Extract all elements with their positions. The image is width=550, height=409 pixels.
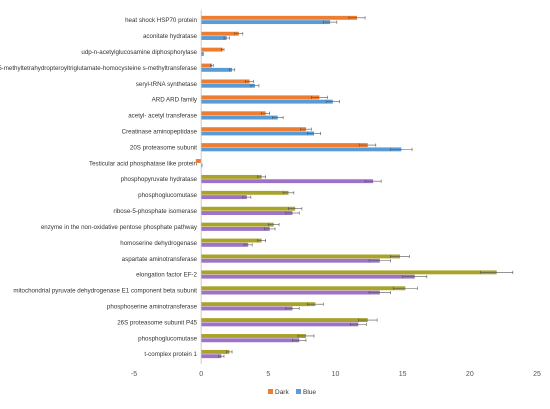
x-tick-label: 5 <box>266 371 270 378</box>
bar-dark <box>201 143 368 148</box>
category-label: 5-methyltetrahydropteroyltriglutamate-ho… <box>0 65 198 72</box>
bar-dark <box>201 222 274 227</box>
x-tick-label: 10 <box>332 371 340 378</box>
bar-blue <box>201 115 278 120</box>
bar-blue <box>201 274 415 279</box>
bar-blue <box>201 306 293 311</box>
x-tick-label: 20 <box>466 371 474 378</box>
bar-blue <box>201 67 233 72</box>
legend-swatch <box>268 389 273 394</box>
bar-dark <box>201 238 262 243</box>
bar-dark <box>201 174 262 179</box>
bar-marks <box>195 15 497 359</box>
error-bars <box>210 16 514 358</box>
bar-dark <box>201 127 306 132</box>
category-label: phosphoglucomutase <box>138 335 197 342</box>
bar-blue <box>201 338 300 343</box>
bar-dark <box>201 302 316 307</box>
category-label: aspartate aminotransferase <box>122 256 198 263</box>
bar-dark <box>201 206 296 211</box>
bar-dark <box>201 334 306 338</box>
bar-blue <box>201 322 359 327</box>
bar-dark <box>201 31 239 36</box>
bar-dark <box>201 15 357 20</box>
bar-blue <box>201 226 270 231</box>
category-label: homoserine dehydrogenase <box>120 240 197 247</box>
category-label: aconitate hydratase <box>143 33 198 40</box>
category-label: mitochondrial pyruvate dehydrogenase E1 … <box>13 288 197 295</box>
x-tick-label: 0 <box>199 371 203 378</box>
bar-blue <box>201 179 374 184</box>
bar-dark <box>201 254 400 259</box>
category-label: udp-n-acetylglucosamine diphosphorylase <box>81 49 197 56</box>
legend-label: Blue <box>303 389 316 396</box>
bar-dark <box>201 79 250 84</box>
bar-blue <box>201 290 380 295</box>
bar-blue <box>201 131 315 136</box>
category-label: Creatinase aminopeptidase <box>122 129 198 136</box>
category-label: phosphopyruvate hydratase <box>121 176 198 183</box>
legend-label: Dark <box>275 389 289 396</box>
bar-blue <box>201 99 333 104</box>
legend-swatch <box>296 389 301 394</box>
category-label: elongation factor EF-2 <box>136 272 197 279</box>
category-label: Testicular acid phosphatase like protein <box>89 160 198 167</box>
category-label: 20S proteasome subunit <box>130 144 197 151</box>
bar-blue <box>201 147 402 152</box>
category-label: ribose-5-phosphate isomerase <box>113 208 197 215</box>
x-tick-label: -5 <box>131 371 137 378</box>
category-label: 26S proteasome subunit P45 <box>117 319 197 326</box>
bar-blue <box>201 242 249 247</box>
bar-dark <box>201 318 368 323</box>
bar-dark <box>201 190 289 195</box>
category-label: ARD ARD family <box>152 97 198 104</box>
bar-blue <box>201 258 380 263</box>
legend: Dark Blue <box>268 389 316 396</box>
bar-blue <box>201 36 227 40</box>
x-tick-label: 15 <box>399 371 407 378</box>
category-labels: heat shock HSP70 protein aconitate hydrat… <box>0 17 198 358</box>
bar-dark <box>201 63 212 68</box>
bar-blue <box>201 354 222 359</box>
bar-dark <box>201 95 320 100</box>
bar-dark <box>201 286 406 291</box>
category-label: heat shock HSP70 protein <box>125 17 197 24</box>
bar-blue <box>201 163 203 168</box>
bar-blue <box>201 211 293 215</box>
bar-dark <box>201 47 223 52</box>
bar-dark <box>201 270 497 275</box>
category-label: phosphoserine aminotransferase <box>107 304 198 311</box>
category-label: enzyme in the non-oxidative pentose phos… <box>41 224 198 231</box>
bar-blue <box>201 195 247 200</box>
x-tick-label: 25 <box>533 371 541 378</box>
bar-dark <box>201 349 230 354</box>
bar-dark <box>195 159 202 163</box>
category-label: t-complex protein 1 <box>144 351 197 358</box>
bar-blue <box>201 20 331 25</box>
bar-dark <box>201 111 266 116</box>
bar-blue <box>201 83 255 88</box>
category-label: seryl-tRNA synthetase <box>136 81 198 88</box>
category-label: acetyl- acetyl transferase <box>128 113 197 120</box>
category-label: phosphoglucomutase <box>138 192 197 199</box>
x-tick-labels: -5 0 5 10 15 20 25 <box>131 371 541 378</box>
bar-blue <box>201 51 204 56</box>
